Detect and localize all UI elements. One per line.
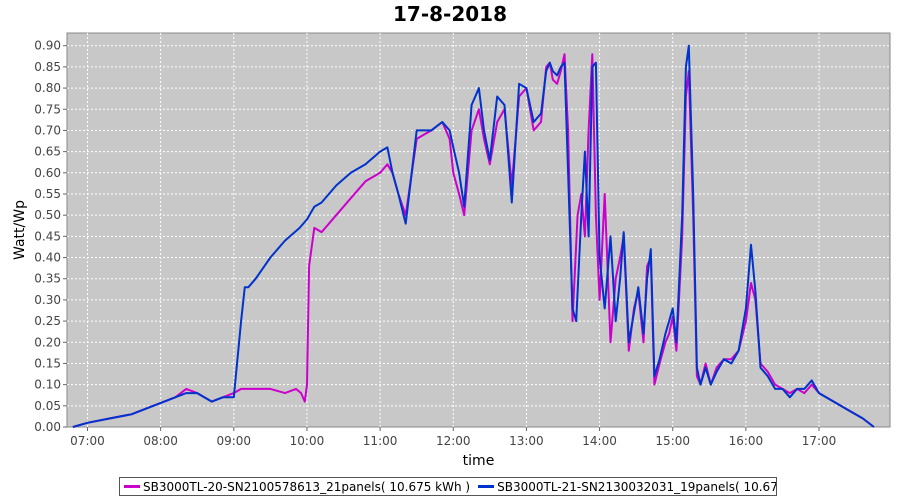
legend-swatch-series-1	[124, 485, 140, 488]
y-tick-label: 0.30	[34, 293, 61, 307]
y-tick-label: 0.15	[34, 356, 61, 370]
legend-label-series-1: SB3000TL-20-SN2100578613_21panels( 10.67…	[143, 479, 471, 494]
x-tick-label: 08:00	[143, 434, 178, 448]
legend: SB3000TL-20-SN2100578613_21panels( 10.67…	[119, 477, 777, 496]
x-tick-label: 12:00	[436, 434, 471, 448]
legend-item-series-1: SB3000TL-20-SN2100578613_21panels( 10.67…	[120, 480, 474, 494]
y-tick-label: 0.40	[34, 251, 61, 265]
legend-item-series-2: SB3000TL-21-SN2130032031_19panels( 10.67…	[474, 479, 776, 494]
y-tick-label: 0.00	[34, 420, 61, 434]
y-tick-label: 0.25	[34, 314, 61, 328]
x-tick-label: 09:00	[216, 434, 251, 448]
y-tick-label: 0.65	[34, 145, 61, 159]
x-tick-label: 17:00	[802, 434, 837, 448]
x-tick-label: 14:00	[582, 434, 617, 448]
y-tick-label: 0.35	[34, 272, 61, 286]
y-tick-label: 0.45	[34, 229, 61, 243]
x-tick-label: 11:00	[363, 434, 398, 448]
y-tick-label: 0.10	[34, 378, 61, 392]
y-tick-label: 0.05	[34, 399, 61, 413]
series-lines	[72, 44, 875, 428]
axes: 0.00 0.05 0.10 0.15 0.20 0.25 0.30 0.35 0.40 0.45…	[34, 39, 836, 448]
y-tick-label: 0.20	[34, 335, 61, 349]
legend-label-series-2: SB3000TL-21-SN2130032031_19panels( 10.67…	[497, 479, 776, 494]
y-tick-label: 0.70	[34, 123, 61, 137]
chart-title: 17-8-2018	[392, 2, 507, 26]
x-tick-label: 16:00	[729, 434, 764, 448]
y-tick-label: 0.80	[34, 81, 61, 95]
series-line-2	[72, 44, 875, 428]
x-tick-label: 07:00	[70, 434, 105, 448]
y-tick-label: 0.55	[34, 187, 61, 201]
x-axis-title: time	[463, 453, 495, 469]
plot-area	[66, 32, 891, 428]
y-tick-label: 0.85	[34, 60, 61, 74]
y-tick-label: 0.50	[34, 208, 61, 222]
x-tick-label: 13:00	[509, 434, 544, 448]
y-axis-title: Watt/Wp	[12, 200, 28, 260]
x-tick-label: 15:00	[655, 434, 690, 448]
y-tick-label: 0.60	[34, 166, 61, 180]
legend-swatch-series-2	[478, 485, 495, 488]
y-tick-label: 0.90	[34, 39, 61, 53]
y-tick-label: 0.75	[34, 102, 61, 116]
x-tick-label: 10:00	[290, 434, 325, 448]
